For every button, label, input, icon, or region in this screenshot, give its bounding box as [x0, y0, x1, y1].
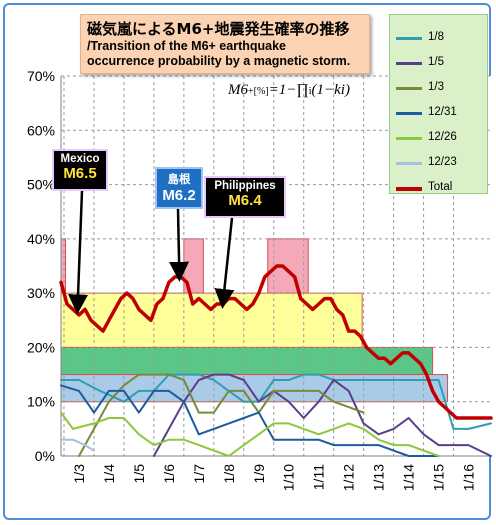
probability-band [60, 374, 449, 403]
series-line-total [59, 264, 493, 420]
callout-arrow [169, 208, 190, 282]
y-tick-label: 70% [27, 68, 55, 84]
legend-swatch [396, 187, 422, 191]
formula-rhs: =1−∏ [268, 82, 309, 98]
formula-tail: (1−ki) [311, 82, 350, 98]
y-tick-label: 60% [27, 122, 55, 138]
callout-arrow [214, 217, 235, 309]
chart-title-english-line1: /Transition of the M6+ earthquake [87, 39, 286, 53]
callout-arrow [68, 190, 89, 315]
callout-magnitude: M6.4 [228, 192, 262, 209]
x-tick-label: 1/11 [311, 464, 327, 490]
callout-place: Philippines [214, 180, 276, 192]
legend-swatch [396, 37, 422, 40]
callout-shimane: 島根 M6.2 [155, 167, 203, 209]
series-line-1-5 [152, 373, 492, 457]
x-tick-label: 1/14 [401, 464, 417, 491]
series-line-12-31 [60, 384, 440, 457]
x-tick-label: 1/3 [71, 464, 87, 484]
callout-place: 島根 [167, 174, 191, 186]
callout-magnitude: M6.2 [162, 187, 196, 204]
y-tick-label: 0% [35, 448, 55, 464]
series-line-12-26 [60, 411, 440, 457]
legend-label: 1/3 [428, 81, 444, 93]
callout-mexico: Mexico M6.5 [52, 149, 108, 191]
legend-label: 1/8 [428, 31, 444, 43]
y-tick-label: 10% [27, 394, 55, 410]
x-tick-label: 1/7 [191, 464, 207, 484]
legend-swatch [396, 112, 422, 115]
legend-label: 12/31 [428, 106, 457, 118]
x-tick-label: 1/8 [221, 464, 237, 484]
legend: 1/8 1/5 1/3 12/31 12/26 12/23 Total [389, 14, 488, 194]
callout-magnitude: M6.5 [63, 165, 97, 182]
legend-swatch [396, 87, 422, 90]
x-tick-label: 1/12 [341, 464, 357, 491]
x-tick-label: 1/9 [251, 464, 267, 484]
probability-band [60, 346, 434, 376]
legend-swatch [396, 62, 422, 65]
legend-label: 1/5 [428, 56, 444, 68]
series-line-1-8 [60, 373, 492, 430]
series-line-1-3 [78, 373, 365, 457]
legend-swatch [396, 162, 422, 165]
x-tick-label: 1/15 [431, 464, 447, 491]
y-tick-label: 50% [27, 177, 55, 193]
x-tick-label: 1/5 [131, 464, 147, 484]
y-tick-label: 40% [27, 231, 55, 247]
x-tick-label: 1/10 [281, 464, 297, 491]
formula-sub: +[%] [248, 86, 269, 97]
chart-title-box: 磁気嵐によるM6+地震発生確率の推移 /Transition of the M6… [80, 14, 370, 74]
x-tick-label: 1/6 [161, 464, 177, 484]
x-tick-label: 1/16 [461, 464, 477, 491]
probability-formula: M6+[%]=1−∏i(1−ki) [228, 82, 350, 99]
callout-place: Mexico [60, 153, 100, 165]
series-line-12-23 [60, 438, 95, 452]
formula-sub-i: i [308, 86, 312, 97]
legend-swatch [396, 137, 422, 140]
x-tick-label: 1/13 [371, 464, 387, 491]
y-tick-label: 20% [27, 339, 55, 355]
callout-philippines: Philippines M6.4 [204, 176, 286, 218]
formula-lhs: M6 [228, 82, 248, 98]
legend-label: 12/26 [428, 131, 457, 143]
x-tick-label: 1/4 [101, 464, 117, 484]
probability-band [60, 292, 363, 348]
legend-label: Total [428, 181, 453, 193]
legend-label: 12/23 [428, 156, 457, 168]
chart-title-japanese: 磁気嵐によるM6+地震発生確率の推移 [87, 20, 350, 38]
y-tick-label: 30% [27, 285, 55, 301]
chart-title-english-line2: occurrence probability by a magnetic sto… [87, 54, 351, 68]
